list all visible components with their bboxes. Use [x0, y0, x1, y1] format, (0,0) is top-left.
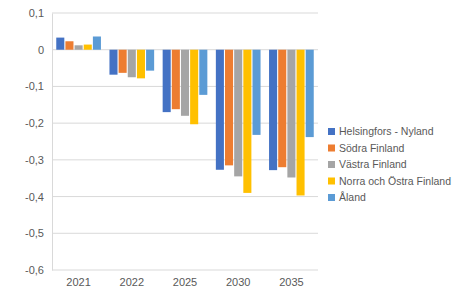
bar [234, 50, 242, 177]
bar [190, 50, 198, 125]
y-tick-label: -0,4 [25, 191, 44, 203]
x-tick: 2021 [66, 270, 90, 288]
y-tick-label: -0,5 [25, 227, 44, 239]
grid-line [52, 159, 318, 160]
bar [181, 50, 189, 116]
legend-label: Västra Finland [339, 158, 407, 170]
x-tick-label: 2035 [279, 276, 303, 288]
x-tick-label: 2030 [226, 276, 250, 288]
legend-item: Södra Finland [328, 142, 405, 154]
y-tick-label: 0 [38, 44, 44, 56]
bar [84, 45, 92, 50]
y-tick: -0,3 [25, 154, 52, 166]
bar [269, 50, 277, 170]
y-tick: 0 [38, 44, 52, 56]
y-tick: -0,1 [25, 80, 52, 92]
x-tick-label: 2022 [120, 276, 144, 288]
legend-swatch [328, 178, 335, 185]
bar [163, 50, 171, 112]
plot-area: 0,1 0 -0,1 -0,2 -0,3 -0,4 -0,5 -0,6 2021 2022 2025… [25, 7, 318, 288]
grid-line [52, 123, 318, 124]
bar [65, 41, 73, 49]
bar [137, 50, 145, 79]
legend-label: Norra och Östra Finland [339, 175, 451, 187]
y-tick: -0,2 [25, 117, 52, 129]
grid-line [52, 196, 318, 197]
x-tick: 2035 [279, 270, 303, 288]
legend: Helsingfors - Nyland Södra Finland Västra … [328, 125, 451, 203]
grid-line [52, 13, 318, 14]
legend-item: Norra och Östra Finland [328, 175, 451, 187]
bar [297, 50, 305, 196]
y-tick: -0,6 [25, 264, 52, 276]
bar [216, 50, 224, 170]
bar [199, 50, 207, 95]
bar [225, 50, 233, 166]
y-tick: 0,1 [29, 7, 52, 19]
bar [93, 36, 101, 49]
y-tick: -0,5 [25, 227, 52, 239]
x-tick: 2025 [173, 270, 197, 288]
y-tick-label: -0,3 [25, 154, 44, 166]
bar-series [84, 45, 305, 196]
bar-series [93, 36, 314, 137]
x-tick-label: 2021 [66, 276, 90, 288]
bar-series [65, 41, 286, 167]
legend-swatch [328, 145, 335, 152]
bar [278, 50, 286, 167]
legend-item: Helsingfors - Nyland [328, 125, 434, 137]
grid-line [52, 270, 318, 271]
legend-item: Åland [328, 191, 366, 203]
y-tick-label: -0,1 [25, 80, 44, 92]
chart: 0,1 0 -0,1 -0,2 -0,3 -0,4 -0,5 -0,6 2021 2022 2025… [0, 0, 462, 302]
bar [56, 38, 64, 50]
bar [75, 45, 83, 49]
grid [52, 13, 318, 270]
bar [146, 50, 154, 71]
bar-series [75, 45, 296, 177]
grid-line [52, 233, 318, 234]
bar [306, 50, 314, 137]
y-tick-label: -0,2 [25, 117, 44, 129]
y-axis-line [52, 14, 53, 271]
bar [109, 50, 117, 75]
bar [243, 50, 251, 193]
legend-label: Södra Finland [339, 142, 405, 154]
legend-swatch [328, 128, 335, 135]
bar [119, 50, 127, 73]
y-tick-label: -0,6 [25, 264, 44, 276]
legend-swatch [328, 161, 335, 168]
bar [128, 50, 136, 78]
x-tick: 2022 [120, 270, 144, 288]
bar [287, 50, 295, 178]
x-tick-label: 2025 [173, 276, 197, 288]
x-axis: 2021 2022 2025 2030 2035 [66, 270, 303, 288]
legend-swatch [328, 194, 335, 201]
bars [56, 36, 313, 195]
bar [172, 50, 180, 109]
legend-label: Helsingfors - Nyland [339, 125, 434, 137]
bar [252, 50, 260, 135]
y-tick-label: 0,1 [29, 7, 44, 19]
y-axis: 0,1 0 -0,1 -0,2 -0,3 -0,4 -0,5 -0,6 [25, 7, 52, 276]
x-tick: 2030 [226, 270, 250, 288]
legend-label: Åland [339, 191, 366, 203]
y-tick: -0,4 [25, 191, 52, 203]
legend-item: Västra Finland [328, 158, 407, 170]
